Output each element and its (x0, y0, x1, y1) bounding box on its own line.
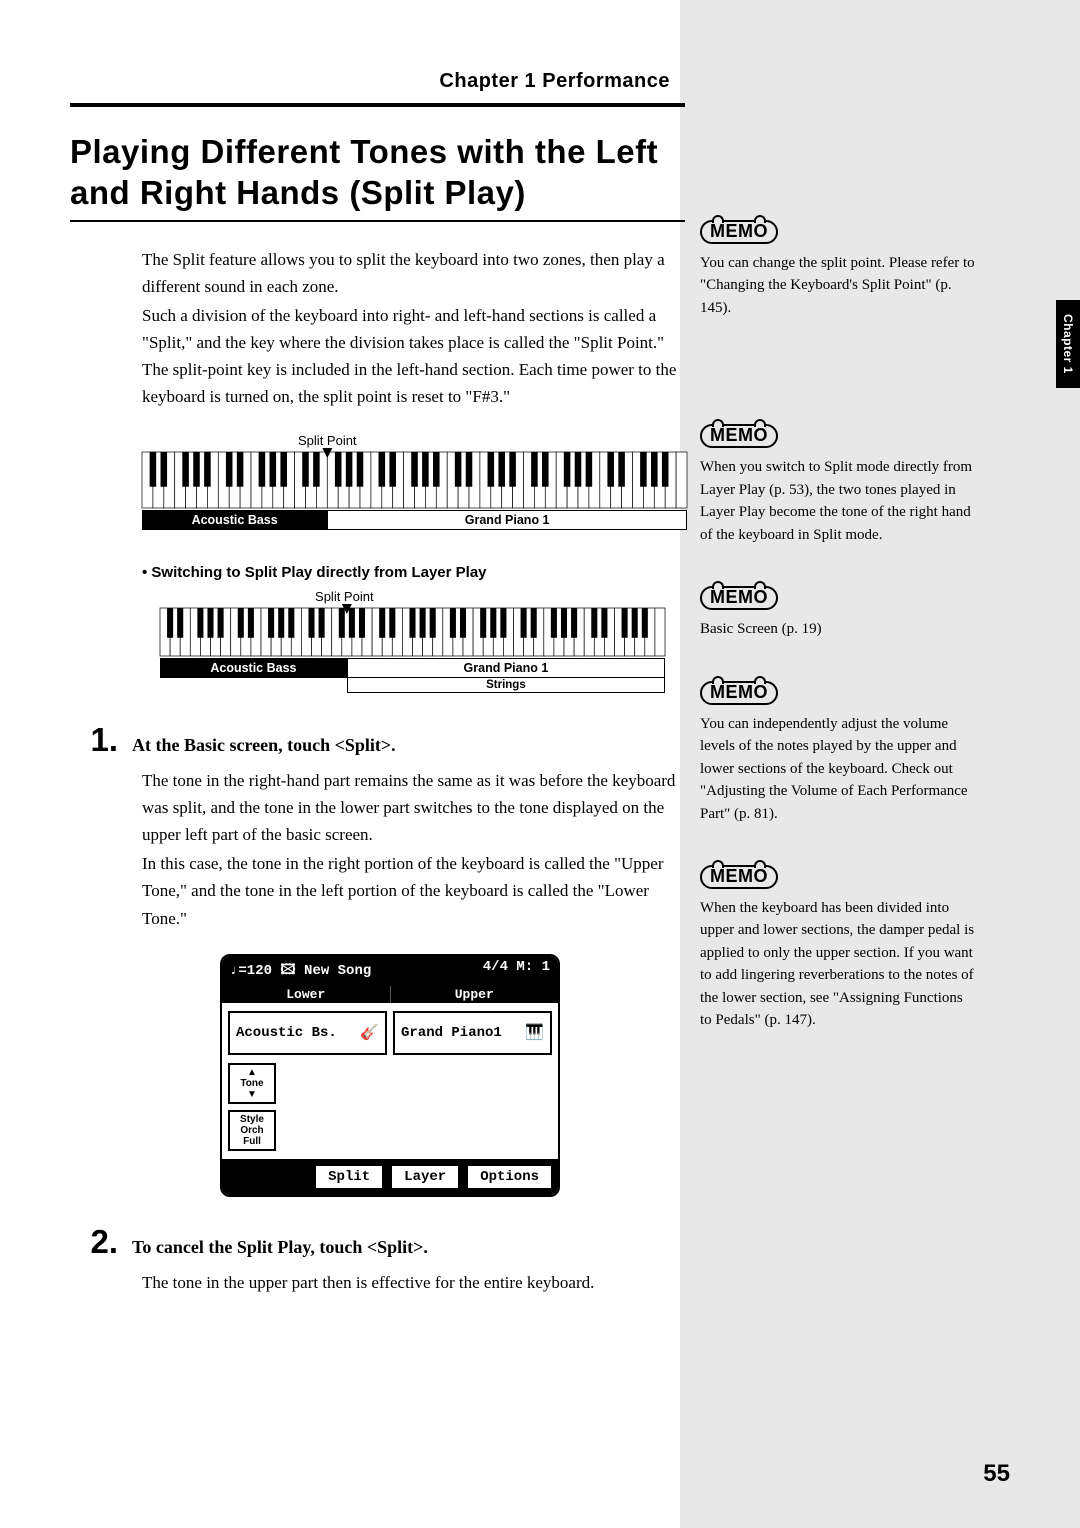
intro-p2: Such a division of the keyboard into rig… (142, 302, 687, 411)
step-2-p1: The tone in the upper part then is effec… (142, 1269, 687, 1296)
header-rule (70, 103, 685, 107)
step-2-body: The tone in the upper part then is effec… (142, 1269, 687, 1296)
screen-top-right: 4/4 M: 1 (483, 959, 550, 983)
step-1-p2: In this case, the tone in the right port… (142, 850, 687, 932)
memo-3: MEMO Basic Screen (p. 19) (700, 586, 975, 640)
upper-tone-text: Grand Piano1 (401, 1025, 502, 1041)
memo-2-text: When you switch to Split mode directly f… (700, 456, 975, 546)
memo-2: MEMO When you switch to Split mode direc… (700, 424, 975, 546)
layer-button[interactable]: Layer (391, 1165, 459, 1189)
zone-right-2: Grand Piano 1 (347, 658, 665, 678)
step-2-row: 2. To cancel the Split Play, touch <Spli… (70, 1223, 1010, 1261)
bass-icon: 🎸 (360, 1023, 379, 1042)
intro-paragraphs: The Split feature allows you to split th… (142, 246, 687, 411)
screen-lower-label: Lower (222, 986, 391, 1003)
memo-1: MEMO You can change the split point. Ple… (700, 220, 975, 319)
screen-upper-label: Upper (391, 986, 559, 1003)
memo-3-text: Basic Screen (p. 19) (700, 618, 975, 641)
screen-top-left: ♩=120 🖾 New Song (230, 959, 371, 983)
tone-button[interactable]: ▲ Tone ▼ (228, 1063, 276, 1104)
screen-topbar: ♩=120 🖾 New Song 4/4 M: 1 (222, 956, 558, 986)
strings-label: Strings (347, 678, 665, 693)
split-point-caption-2: Split Point (251, 589, 438, 604)
keyboard-svg-2 (160, 608, 665, 656)
keyboard-figure-2: Split Point Acoustic Bass Grand Piano 1 … (160, 589, 665, 693)
memo-icon: MEMO (700, 681, 778, 705)
screen-tone-tiles: Acoustic Bs. 🎸 Grand Piano1 🎹 (222, 1003, 558, 1063)
screen-bottom-bar: Split Layer Options (222, 1159, 558, 1195)
section-title: Playing Different Tones with the Left an… (70, 131, 685, 214)
keyboard-figure-1: Split Point Acoustic Bass Grand Piano 1 (142, 433, 687, 530)
keyboard-zones-2: Acoustic Bass Grand Piano 1 (160, 658, 665, 678)
memo-4: MEMO You can independently adjust the vo… (700, 681, 975, 825)
step-1-p1: The tone in the right-hand part remains … (142, 767, 687, 849)
section-title-rule (70, 220, 685, 222)
keyboard-zones-1: Acoustic Bass Grand Piano 1 (142, 510, 687, 530)
step-1-body: The tone in the right-hand part remains … (142, 767, 687, 932)
memo-4-text: You can independently adjust the volume … (700, 713, 975, 826)
page-number: 55 (983, 1460, 1010, 1488)
step-2-heading: To cancel the Split Play, touch <Split>. (132, 1237, 428, 1258)
zone-right-1: Grand Piano 1 (327, 510, 687, 530)
split-button[interactable]: Split (315, 1165, 383, 1189)
step-1-number: 1. (70, 721, 118, 759)
chapter-header: Chapter 1 Performance (70, 70, 690, 107)
memo-5: MEMO When the keyboard has been divided … (700, 865, 975, 1032)
piano-icon: 🎹 (525, 1023, 544, 1042)
chapter-header-text: Chapter 1 Performance (439, 70, 670, 92)
zone-left-1: Acoustic Bass (142, 510, 327, 530)
memo-icon: MEMO (700, 865, 778, 889)
strings-row: Strings (160, 678, 665, 693)
lcd-screen-mock: ♩=120 🖾 New Song 4/4 M: 1 Lower Upper Ac… (220, 954, 560, 1197)
memo-column: MEMO You can change the split point. Ple… (700, 220, 975, 1072)
screen-lower-upper-row: Lower Upper (222, 986, 558, 1003)
memo-icon: MEMO (700, 220, 778, 244)
memo-1-text: You can change the split point. Please r… (700, 252, 975, 320)
memo-icon: MEMO (700, 586, 778, 610)
screen-side-buttons: ▲ Tone ▼ Style Orch Full (222, 1063, 558, 1159)
upper-tone-tile[interactable]: Grand Piano1 🎹 (393, 1011, 552, 1055)
zone-left-2: Acoustic Bass (160, 658, 347, 678)
memo-icon: MEMO (700, 424, 778, 448)
lower-tone-text: Acoustic Bs. (236, 1025, 337, 1041)
lower-tone-tile[interactable]: Acoustic Bs. 🎸 (228, 1011, 387, 1055)
page-content: Chapter 1 Performance Playing Different … (0, 0, 1080, 1338)
memo-5-text: When the keyboard has been divided into … (700, 897, 975, 1032)
step-1-heading: At the Basic screen, touch <Split>. (132, 735, 396, 756)
options-button[interactable]: Options (467, 1165, 552, 1189)
intro-p1: The Split feature allows you to split th… (142, 246, 687, 300)
keyboard-svg-1 (142, 452, 687, 508)
split-point-caption-1: Split Point (235, 433, 420, 448)
style-button[interactable]: Style Orch Full (228, 1110, 276, 1151)
step-2-number: 2. (70, 1223, 118, 1261)
